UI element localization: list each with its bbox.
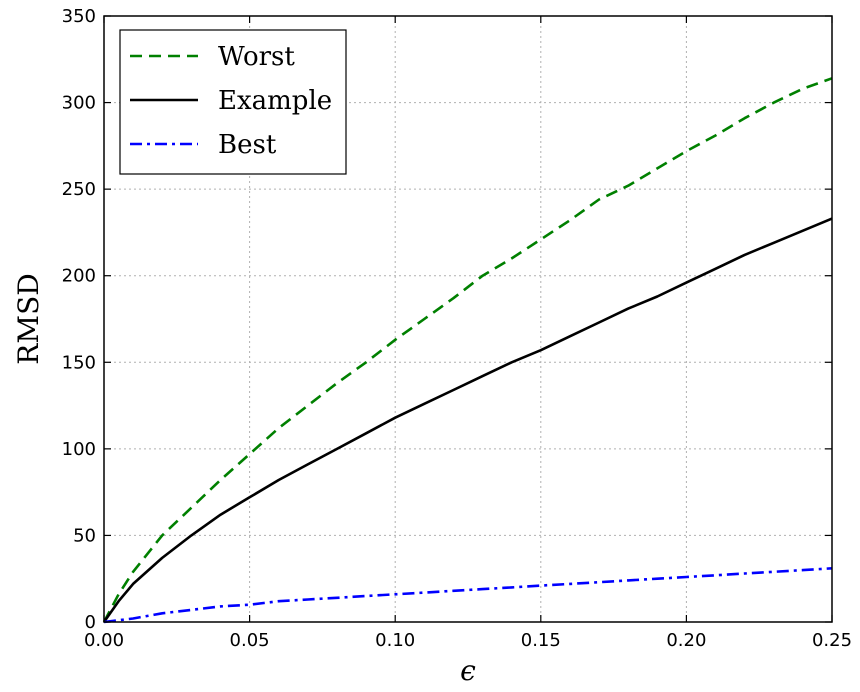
y-tick-label: 100 — [62, 439, 96, 460]
y-axis-label: RMSD — [12, 273, 45, 364]
x-tick-label: 0.00 — [84, 630, 124, 651]
y-tick-label: 200 — [62, 266, 96, 287]
series-line-best — [103, 567, 833, 624]
y-tick-label: 350 — [62, 6, 96, 27]
legend: Worst Example Best — [119, 29, 347, 175]
series-layer — [102, 77, 833, 624]
y-tick-label: 250 — [62, 179, 96, 200]
series-line-example — [102, 217, 833, 623]
y-tick-label: 300 — [62, 93, 96, 114]
legend-box — [119, 29, 347, 175]
x-axis-label: ϵ — [460, 654, 476, 687]
y-tick-label: 0 — [85, 612, 96, 633]
legend-label-worst: Worst — [218, 42, 295, 72]
x-tick-label: 0.10 — [375, 630, 415, 651]
x-tick-label: 0.15 — [521, 630, 561, 651]
plot-frame — [103, 15, 833, 623]
x-tick-label: 0.25 — [812, 630, 852, 651]
x-tick-label: 0.05 — [230, 630, 270, 651]
legend-label-best: Best — [218, 130, 277, 160]
axis-ticks — [103, 15, 833, 623]
series-line-worst — [102, 77, 833, 623]
tick-labels: 0.00 0.05 0.10 0.15 0.20 0.25 0 50 100 150 200 250 3… — [62, 6, 852, 651]
x-tick-label: 0.20 — [666, 630, 706, 651]
legend-label-example: Example — [218, 86, 332, 116]
y-tick-label: 50 — [73, 525, 96, 546]
y-tick-label: 150 — [62, 352, 96, 373]
